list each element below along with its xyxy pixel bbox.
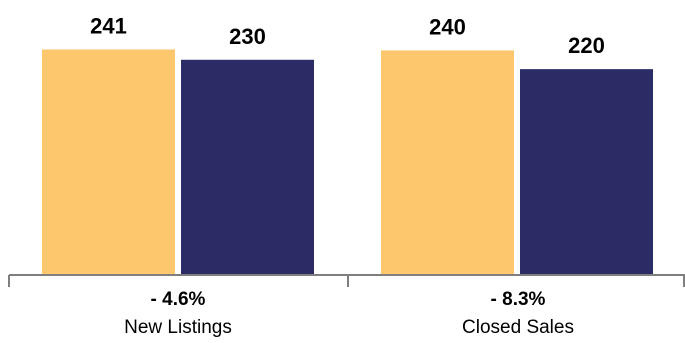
- bar-1-series-2: [181, 59, 314, 276]
- value-labels-layer: 241 230 240 220: [90, 13, 605, 58]
- change-label-1: - 4.6%: [151, 289, 206, 310]
- value-label-2-series-1: 240: [429, 14, 466, 39]
- change-label-2: - 8.3%: [491, 289, 546, 310]
- value-label-2-series-2: 220: [568, 33, 605, 58]
- x-axis-ticks: [8, 275, 685, 287]
- bar-2-series-1: [381, 50, 514, 275]
- category-label-2: Closed Sales: [462, 317, 574, 338]
- category-labels-layer: - 4.6% New Listings - 8.3% Closed Sales: [124, 289, 574, 338]
- value-label-1-series-2: 230: [229, 24, 266, 49]
- category-label-1: New Listings: [124, 317, 232, 338]
- bar-2-series-2: [520, 69, 653, 276]
- bar-1-series-1: [42, 49, 175, 275]
- value-label-1-series-1: 241: [90, 13, 127, 38]
- bars-layer: [42, 49, 653, 276]
